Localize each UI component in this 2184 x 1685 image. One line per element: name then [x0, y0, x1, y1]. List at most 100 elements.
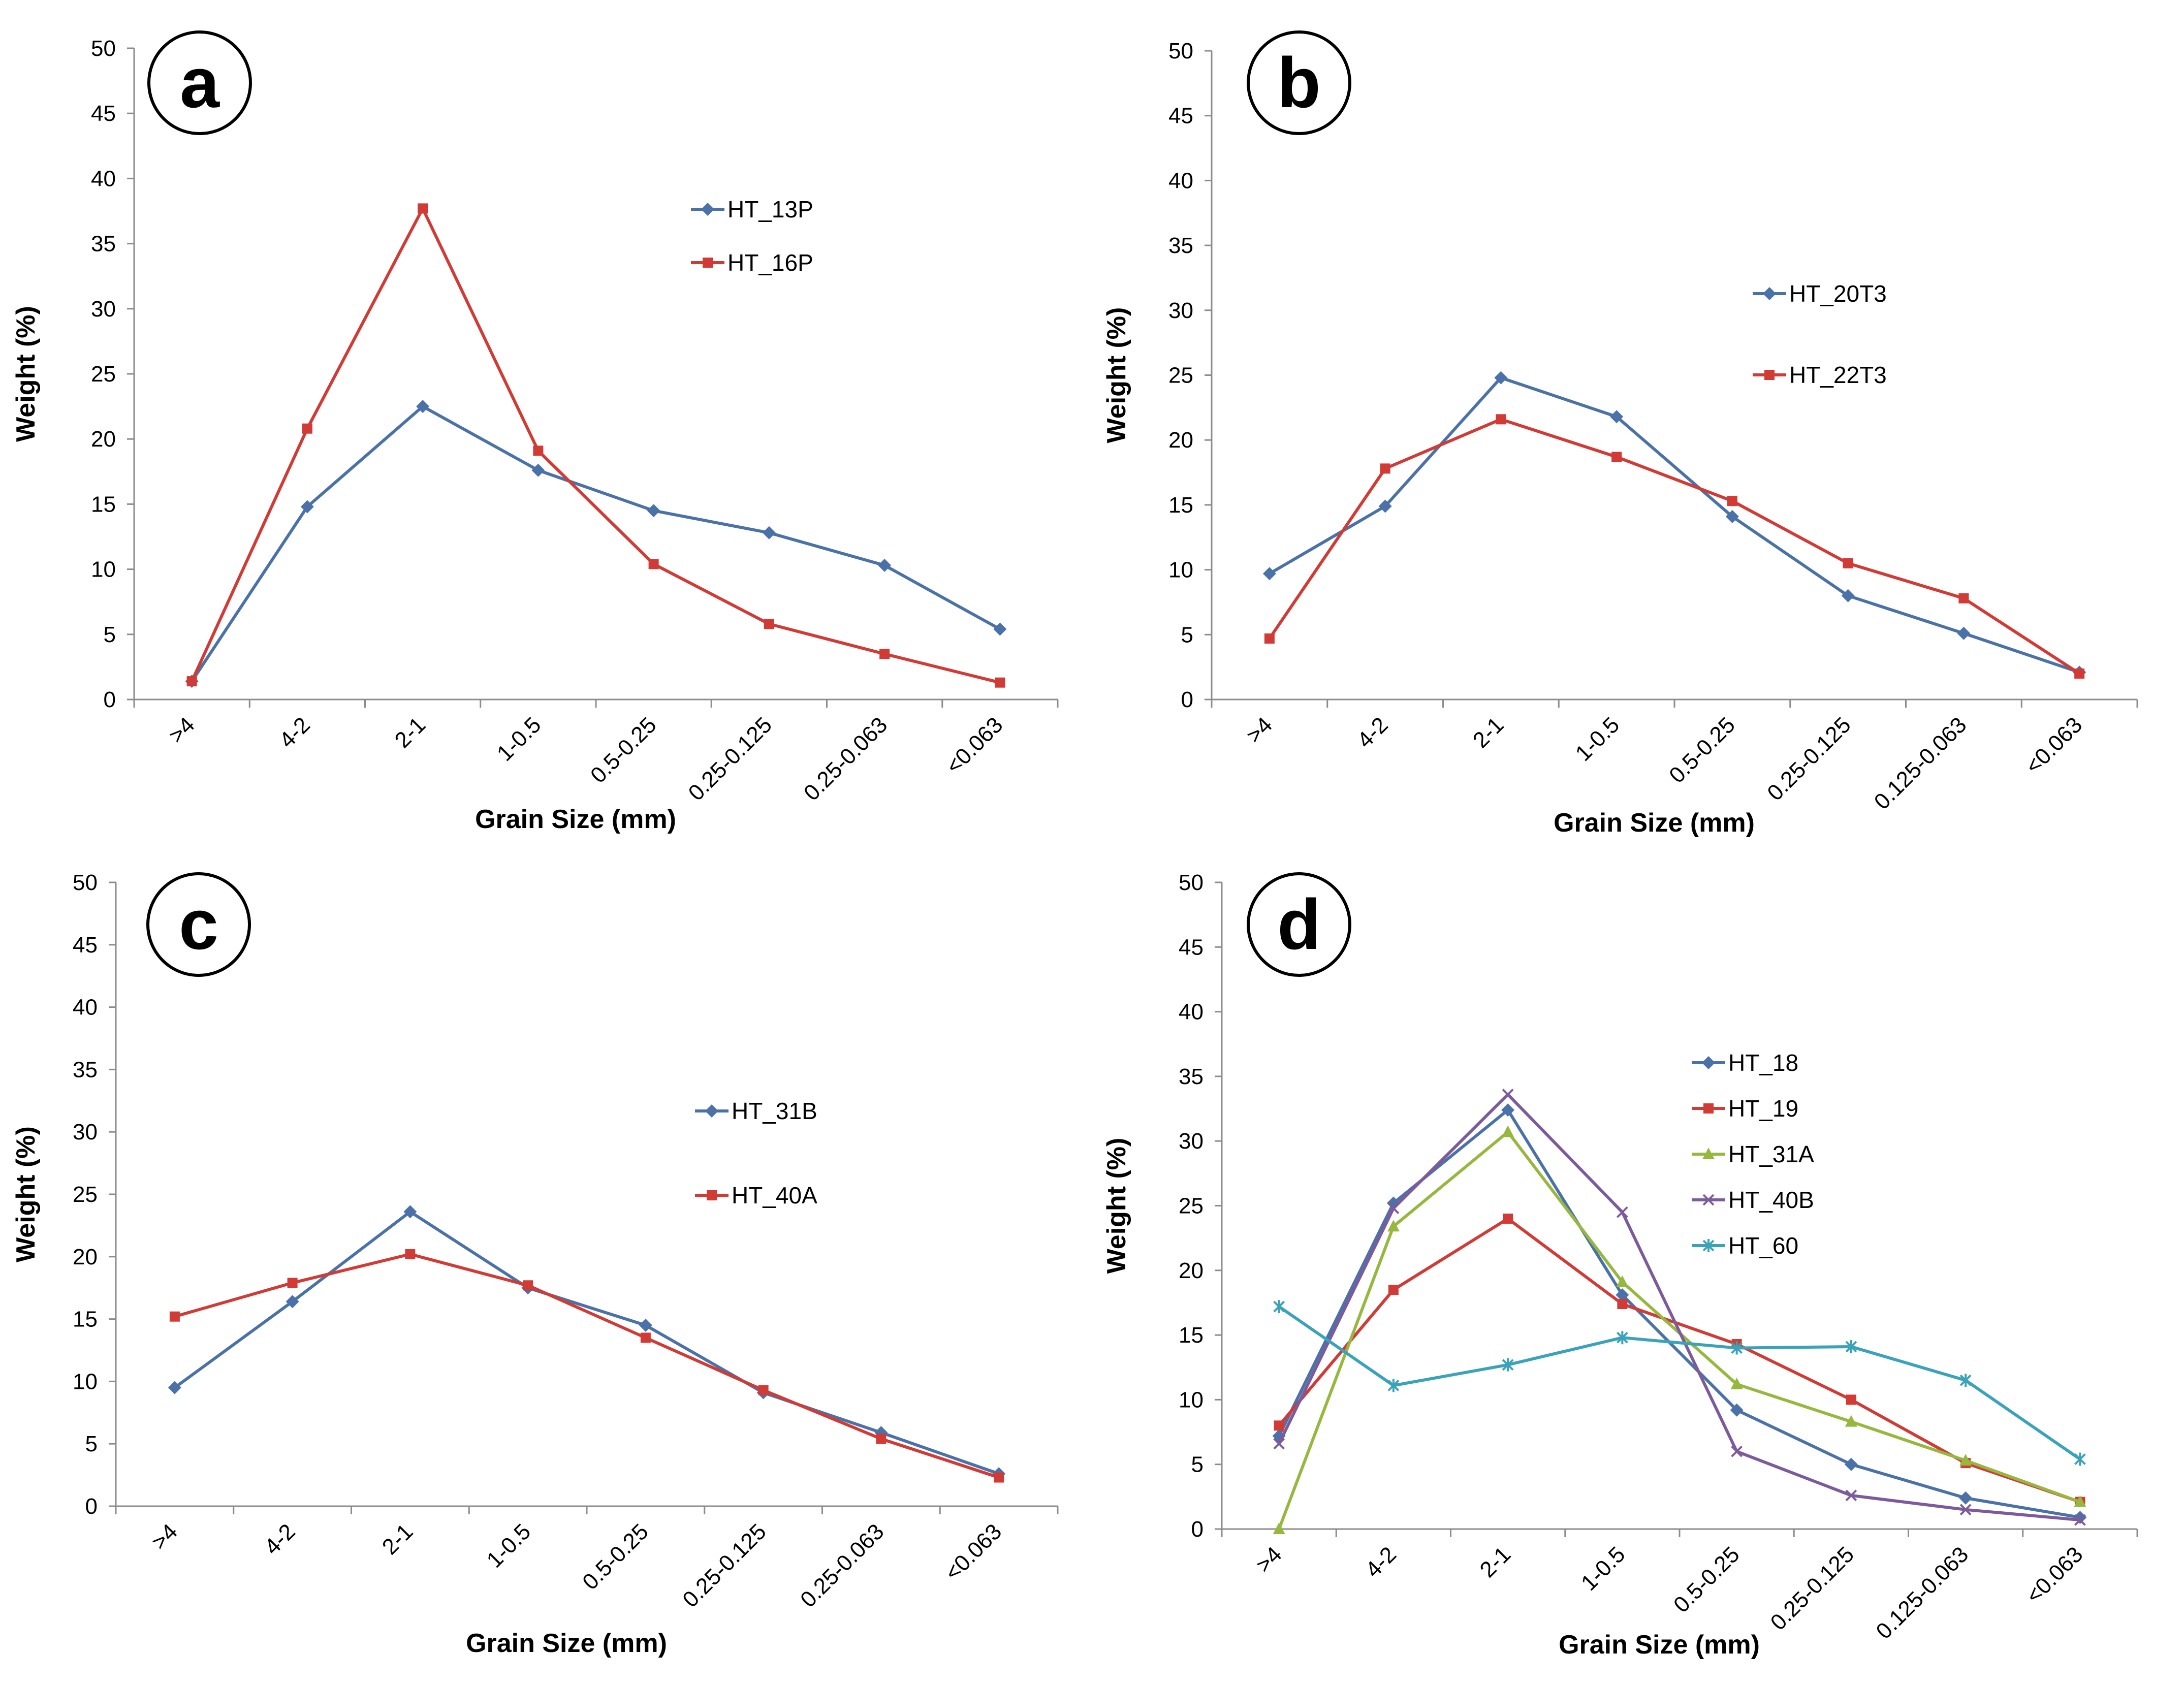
y-tick-label: 5: [85, 1432, 98, 1456]
chart-panel-b: 0 5 10 15 20 25 30 35 40 45 50 >4 4-2 2-1 1-0.5 0.5-0.2…: [1102, 30, 2138, 838]
data-point: [639, 1318, 652, 1332]
y-tick-label: 35: [1168, 233, 1193, 258]
series-HT_16P: [186, 203, 1005, 688]
series-HT_22T3: [1264, 414, 2085, 679]
data-point: [878, 558, 892, 572]
data-point: [1496, 414, 1506, 425]
x-tick-label: 2-1: [1475, 1542, 1516, 1582]
legend-entry: HT_16P: [691, 249, 813, 276]
legend-entry: HT_13P: [691, 196, 813, 222]
data-point: [995, 677, 1005, 688]
data-point: [531, 463, 545, 477]
data-point: [523, 1280, 533, 1291]
data-point: [1731, 1341, 1743, 1355]
legend-marker: [703, 258, 713, 268]
data-point: [1387, 1220, 1400, 1232]
legend-label: HT_40B: [1728, 1187, 1814, 1213]
y-tick-label: 10: [73, 1369, 98, 1394]
data-point: [993, 622, 1007, 636]
y-tick-label: 0: [1181, 687, 1193, 712]
data-point: [1378, 499, 1392, 513]
y-tick-label: 35: [1179, 1064, 1204, 1089]
data-point: [2074, 668, 2085, 679]
legend-label: HT_31A: [1728, 1141, 1814, 1167]
data-point: [1845, 1489, 1857, 1502]
x-tick-label: <0.063: [940, 1519, 1007, 1585]
y-tick-label: 45: [1179, 935, 1204, 960]
x-tick-label: >4: [1242, 712, 1277, 748]
legend-label: HT_18: [1728, 1050, 1798, 1076]
y-tick-label: 5: [1181, 622, 1193, 647]
data-point: [1501, 1103, 1515, 1117]
x-tick-label: 1-0.5: [1571, 712, 1625, 766]
data-point: [1616, 1331, 1628, 1345]
data-point: [879, 649, 890, 659]
data-point: [2074, 1452, 2086, 1466]
x-tick-label: 0.25-0.063: [796, 1519, 889, 1612]
x-tick-label: <0.063: [2021, 1542, 2088, 1608]
series-line: [174, 1210, 1000, 1475]
y-tick-label: 15: [1179, 1323, 1204, 1348]
legend-marker: [1703, 1103, 1714, 1114]
y-axis-title: Weight (%): [11, 306, 41, 442]
panel-label-circle: [1247, 30, 1351, 135]
x-tick-label: 1-0.5: [482, 1519, 536, 1573]
x-axis-title: Grain Size (mm): [466, 1629, 667, 1658]
data-point: [1616, 1206, 1628, 1218]
data-point: [302, 423, 312, 434]
legend-entry: HT_40A: [695, 1182, 817, 1209]
data-point: [2073, 1511, 2087, 1524]
x-tick-label: 2-1: [377, 1519, 418, 1560]
panel-label: d: [1277, 884, 1321, 964]
legend-marker: [707, 1190, 717, 1200]
x-tick-label: 0.5-0.25: [1664, 712, 1740, 788]
panel-label-circle: [147, 30, 252, 135]
data-point: [1617, 1298, 1628, 1309]
data-point: [1841, 589, 1855, 602]
legend-marker: [1764, 370, 1775, 380]
panel-label-circle: [1247, 872, 1351, 977]
data-point: [1844, 1457, 1858, 1471]
series-line: [1278, 1305, 2081, 1460]
data-point: [168, 1381, 181, 1394]
x-tick-label: 4-2: [274, 712, 315, 753]
data-point: [876, 1434, 887, 1444]
x-tick-label: 0.5-0.25: [586, 712, 661, 788]
chart-panel-d: 0 5 10 15 20 25 30 35 40 45 50 >4 4-2 2-1 1-0.5 0.5-0.2…: [1102, 870, 2138, 1660]
data-point: [764, 619, 774, 629]
data-point: [1262, 567, 1276, 581]
legend-label: HT_31B: [732, 1098, 817, 1124]
legend-label: HT_40A: [732, 1182, 817, 1209]
data-point: [1616, 1288, 1629, 1302]
x-tick-label: 0.25-0.125: [678, 1519, 771, 1612]
y-tick-label: 15: [1168, 493, 1193, 518]
y-tick-label: 40: [91, 166, 116, 191]
data-point: [1388, 1284, 1399, 1295]
series-line: [174, 1252, 1000, 1479]
x-tick-label: 0.25-0.125: [1766, 1542, 1859, 1635]
y-tick-label: 45: [73, 933, 98, 958]
legend-marker: [1702, 1056, 1715, 1069]
data-point: [1959, 1504, 1972, 1516]
y-tick-label: 50: [1168, 39, 1193, 63]
legend-marker: [1702, 1194, 1715, 1206]
x-tick-label: 4-2: [1360, 1542, 1401, 1582]
data-point: [1611, 452, 1622, 462]
data-point: [1502, 1358, 1514, 1372]
y-tick-label: 15: [73, 1307, 98, 1332]
x-tick-label: 0.125-0.063: [1871, 1542, 1973, 1644]
y-tick-label: 0: [85, 1494, 98, 1519]
x-tick-label: 2-1: [390, 712, 431, 753]
data-point: [405, 1249, 416, 1259]
y-tick-label: 10: [1168, 558, 1193, 583]
legend-marker: [1702, 1148, 1715, 1159]
data-point: [1845, 1340, 1857, 1354]
data-point: [1616, 1275, 1629, 1287]
data-point: [1610, 410, 1624, 424]
y-tick-label: 20: [91, 427, 116, 452]
data-point: [1959, 1491, 1973, 1505]
data-point: [1273, 1300, 1285, 1314]
data-point: [1845, 1415, 1857, 1427]
legend-marker: [705, 1104, 718, 1118]
